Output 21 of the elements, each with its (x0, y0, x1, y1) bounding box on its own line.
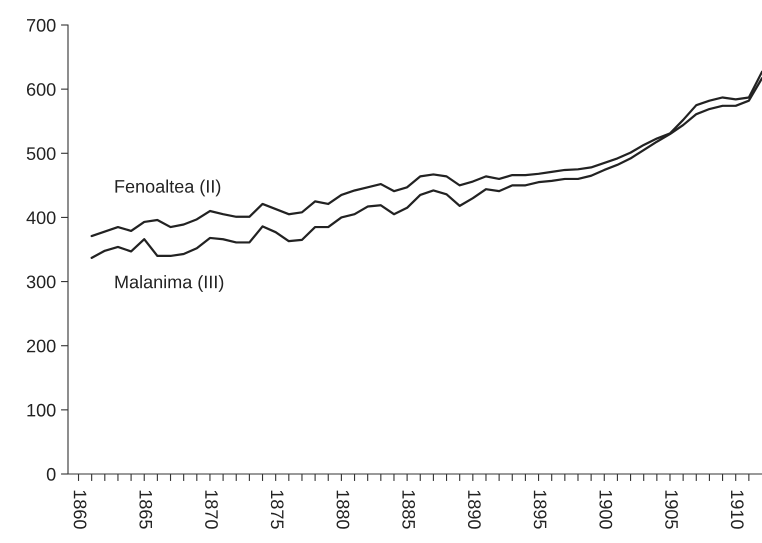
x-tick-label: 1890 (468, 490, 481, 529)
y-tick-label: 200 (26, 340, 56, 352)
y-tick-label: 400 (26, 211, 56, 224)
x-tick-label: 1905 (665, 490, 678, 529)
y-tick-label: 600 (26, 83, 56, 96)
x-tick-label: 1865 (139, 490, 152, 529)
x-tick-label: 1880 (336, 490, 350, 529)
y-tick-label: 0 (46, 468, 56, 481)
x-tick-label: 1875 (270, 490, 284, 529)
y-tick-label: 300 (26, 276, 56, 288)
x-tick-label: 1910 (730, 490, 744, 529)
y-tick-label: 700 (27, 18, 56, 32)
x-tick-label: 1900 (599, 490, 612, 529)
x-tick-label: 1860 (74, 490, 86, 529)
series-label: Malanima (III) (115, 275, 224, 292)
x-tick-label: 1885 (402, 490, 416, 529)
y-tick-label: 500 (26, 147, 56, 160)
series-label: Fenoaltea (II) (115, 180, 220, 196)
y-tick-label: 100 (27, 404, 56, 417)
x-tick-label: 1870 (205, 490, 218, 529)
x-tick-label: 1895 (534, 490, 546, 529)
